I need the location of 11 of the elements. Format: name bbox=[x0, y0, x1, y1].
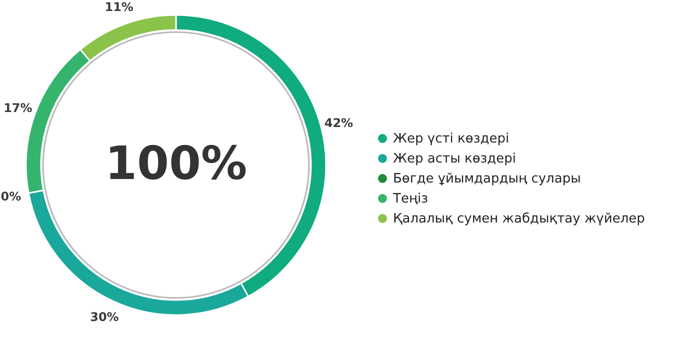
legend-label: Жер асты көздері bbox=[393, 152, 516, 166]
legend-label: Бөгде ұйымдардың сулары bbox=[393, 172, 581, 186]
text: 0% bbox=[0, 189, 22, 204]
legend-label: Жер үсті көздері bbox=[393, 132, 510, 146]
data-label: 42% bbox=[324, 116, 354, 130]
text: 100% bbox=[104, 136, 248, 190]
legend-label: Қалалық сумен жабдықтау жүйелер bbox=[393, 212, 645, 226]
data-label: 11% bbox=[104, 0, 134, 14]
data-label: 30% bbox=[90, 310, 119, 324]
legend-label: Теңіз bbox=[392, 192, 428, 206]
data-label: 17% bbox=[4, 101, 32, 116]
